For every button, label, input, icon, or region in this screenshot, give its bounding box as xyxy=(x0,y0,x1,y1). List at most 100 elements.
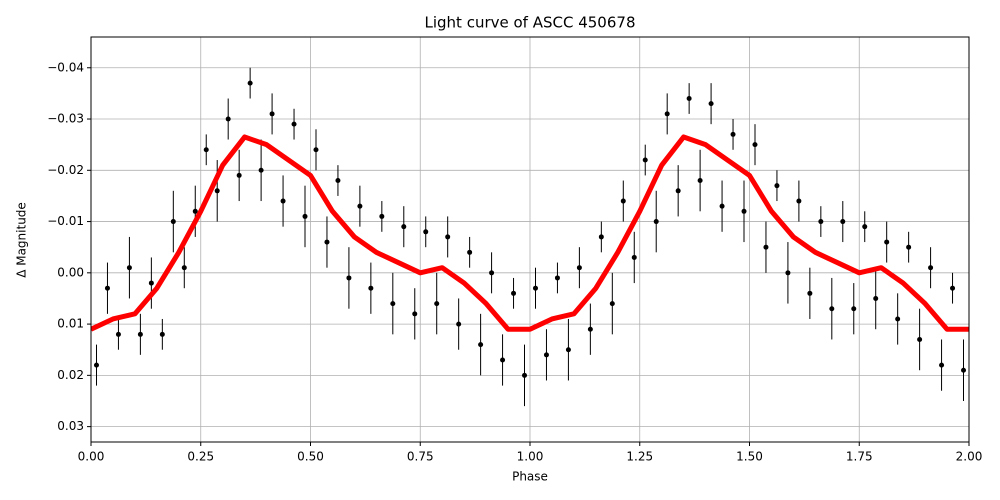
data-point xyxy=(675,188,681,194)
data-point xyxy=(368,285,374,291)
data-point xyxy=(115,331,121,337)
x-tick-label: 1.50 xyxy=(736,450,763,464)
data-point xyxy=(445,234,451,240)
data-point xyxy=(324,239,330,245)
x-tick-label: 1.75 xyxy=(846,450,873,464)
data-point xyxy=(390,301,396,307)
data-point xyxy=(159,331,165,337)
data-point xyxy=(631,254,637,260)
data-point xyxy=(818,219,824,225)
y-axis-label: Δ Magnitude xyxy=(15,202,29,278)
data-point xyxy=(554,275,560,281)
data-point xyxy=(500,357,506,363)
data-point xyxy=(796,198,802,204)
data-point xyxy=(137,331,143,337)
x-tick-label: 0.50 xyxy=(297,450,324,464)
model-line xyxy=(91,134,969,332)
data-point xyxy=(302,213,308,219)
y-tick-label: 0.01 xyxy=(57,317,84,331)
data-point xyxy=(928,265,934,271)
x-tick-label: 1.25 xyxy=(626,450,653,464)
data-point xyxy=(236,172,242,178)
data-point xyxy=(653,219,659,225)
x-tick-label: 0.75 xyxy=(407,450,434,464)
data-point xyxy=(884,239,890,245)
data-point xyxy=(467,249,473,255)
y-tick-label: 0.00 xyxy=(57,265,84,279)
data-point xyxy=(181,265,187,271)
data-point xyxy=(829,306,835,312)
data-point xyxy=(620,198,626,204)
data-point xyxy=(895,316,901,322)
data-point xyxy=(763,244,769,250)
data-point xyxy=(379,213,385,219)
data-point xyxy=(104,285,110,291)
data-point xyxy=(247,80,253,86)
data-point xyxy=(576,265,582,271)
data-point xyxy=(478,342,484,348)
data-point xyxy=(203,147,209,153)
data-point xyxy=(93,362,99,368)
data-point xyxy=(335,178,341,184)
data-point xyxy=(873,295,879,301)
data-point xyxy=(511,290,517,296)
data-point xyxy=(225,116,231,122)
data-point xyxy=(565,347,571,353)
data-point xyxy=(664,111,670,117)
data-point xyxy=(708,101,714,107)
y-tick-label: −0.01 xyxy=(47,214,84,228)
data-point xyxy=(906,244,912,250)
data-point xyxy=(587,326,593,332)
data-point xyxy=(862,224,868,230)
data-point xyxy=(401,224,407,230)
data-point xyxy=(642,157,648,163)
data-point xyxy=(774,183,780,189)
data-point xyxy=(192,208,198,214)
data-point xyxy=(851,306,857,312)
data-point xyxy=(214,188,220,194)
plot-area xyxy=(91,67,969,407)
data-point xyxy=(148,280,154,286)
chart-title: Light curve of ASCC 450678 xyxy=(425,14,636,32)
data-point xyxy=(412,311,418,317)
data-point xyxy=(741,208,747,214)
x-tick-label: 1.00 xyxy=(517,450,544,464)
data-point xyxy=(730,131,736,137)
y-tick-label: −0.03 xyxy=(47,112,84,126)
data-point xyxy=(807,290,813,296)
data-point xyxy=(313,147,319,153)
data-point xyxy=(291,121,297,127)
data-point xyxy=(357,203,363,209)
data-point xyxy=(719,203,725,209)
data-point xyxy=(939,362,945,368)
data-point xyxy=(170,219,176,225)
y-tick-label: −0.02 xyxy=(47,163,84,177)
data-point xyxy=(269,111,275,117)
data-point xyxy=(598,234,604,240)
data-point xyxy=(489,270,495,276)
x-tick-label: 2.00 xyxy=(956,450,983,464)
y-tick-label: −0.04 xyxy=(47,60,84,74)
data-point xyxy=(697,178,703,184)
data-point xyxy=(961,367,967,373)
data-point xyxy=(423,229,429,235)
y-tick-label: 0.03 xyxy=(57,419,84,433)
data-point xyxy=(532,285,538,291)
data-point xyxy=(543,352,549,358)
data-point xyxy=(785,270,791,276)
data-point xyxy=(280,198,286,204)
y-tick-label: 0.02 xyxy=(57,368,84,382)
grid xyxy=(90,37,970,442)
data-point xyxy=(686,96,692,102)
data-point xyxy=(456,321,462,327)
data-point xyxy=(126,265,132,271)
x-axis-label: Phase xyxy=(512,470,548,484)
data-point xyxy=(258,167,264,173)
data-point xyxy=(950,285,956,291)
data-point xyxy=(609,301,615,307)
x-tick-label: 0.25 xyxy=(187,450,214,464)
data-point xyxy=(917,336,923,342)
data-point xyxy=(522,372,528,378)
data-point xyxy=(346,275,352,281)
